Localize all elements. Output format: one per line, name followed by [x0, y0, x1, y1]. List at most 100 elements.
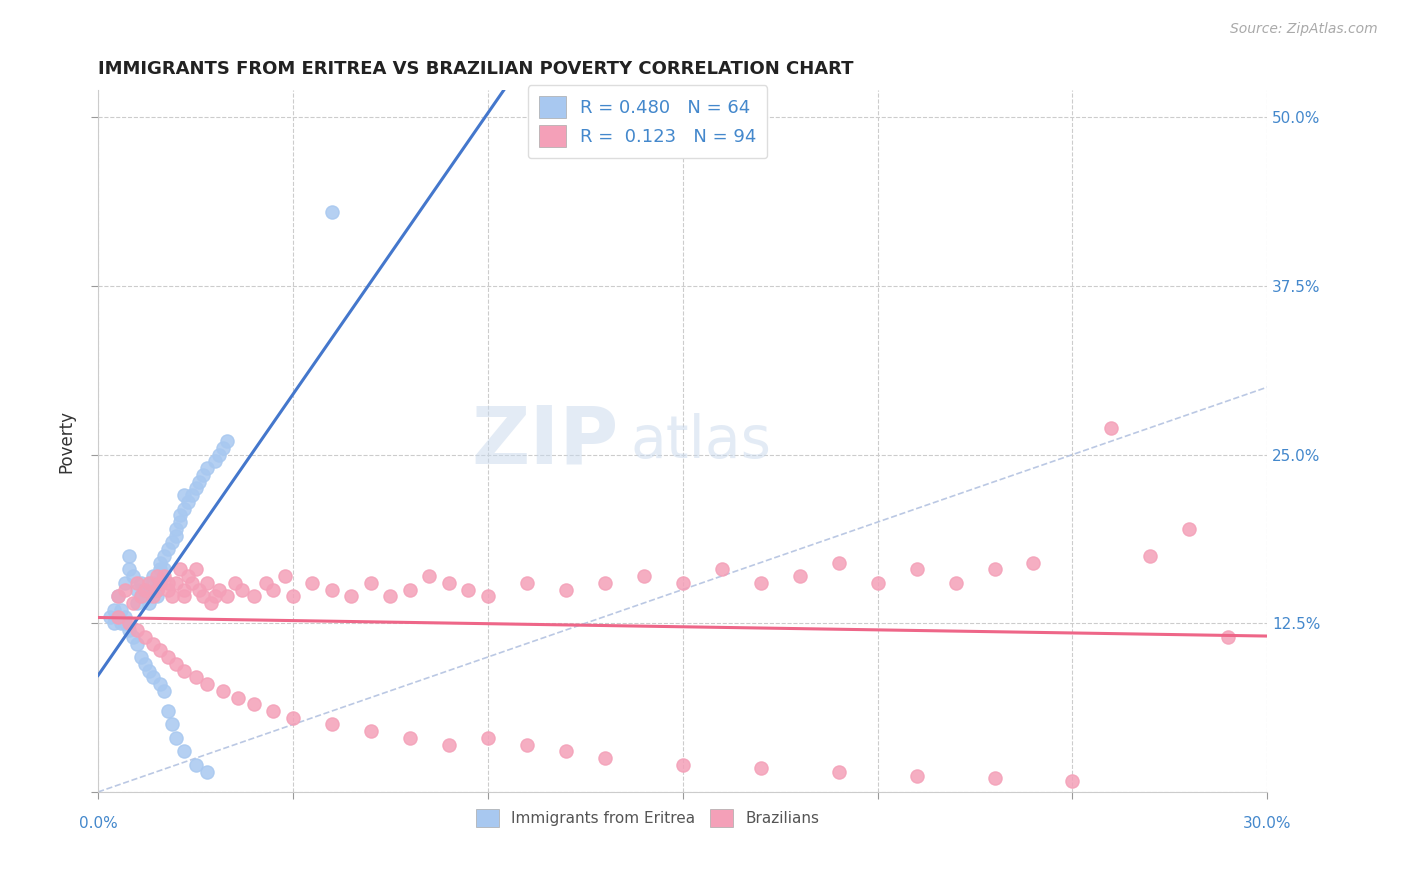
Point [173, 744, 195, 758]
Point [477, 589, 499, 603]
Point [360, 724, 382, 739]
Point [195, 677, 218, 691]
Point [114, 575, 136, 590]
Point [321, 204, 343, 219]
Point [134, 582, 156, 597]
Point [149, 643, 172, 657]
Point [165, 575, 187, 590]
Point [157, 704, 180, 718]
Point [418, 569, 440, 583]
Point [208, 448, 231, 462]
Point [243, 698, 266, 712]
Point [263, 582, 285, 597]
Point [165, 528, 187, 542]
Point [211, 441, 233, 455]
Point [160, 589, 183, 603]
Point [118, 616, 141, 631]
Point [672, 758, 695, 772]
Point [1218, 630, 1240, 644]
Point [340, 589, 363, 603]
Point [129, 575, 152, 590]
Point [118, 623, 141, 637]
Point [749, 761, 772, 775]
Point [1062, 774, 1084, 789]
Point [153, 549, 176, 563]
Point [477, 731, 499, 745]
Point [633, 569, 655, 583]
Point [231, 582, 253, 597]
Point [142, 670, 165, 684]
Point [1022, 556, 1045, 570]
Point [169, 515, 191, 529]
Point [142, 636, 165, 650]
Point [149, 575, 172, 590]
Point [457, 582, 479, 597]
Point [103, 603, 125, 617]
Point [110, 616, 132, 631]
Point [224, 575, 246, 590]
Point [281, 589, 304, 603]
Point [138, 575, 160, 590]
Point [149, 677, 172, 691]
Point [125, 575, 148, 590]
Text: 0.0%: 0.0% [79, 816, 118, 831]
Point [142, 569, 165, 583]
Point [672, 575, 695, 590]
Text: Source: ZipAtlas.com: Source: ZipAtlas.com [1230, 22, 1378, 37]
Point [983, 772, 1005, 786]
Point [905, 562, 928, 576]
Point [118, 562, 141, 576]
Point [593, 575, 616, 590]
Point [145, 589, 167, 603]
Point [160, 717, 183, 731]
Point [145, 582, 167, 597]
Point [122, 569, 145, 583]
Y-axis label: Poverty: Poverty [58, 409, 75, 473]
Point [254, 575, 277, 590]
Point [274, 569, 297, 583]
Point [301, 575, 323, 590]
Point [789, 569, 811, 583]
Point [107, 609, 129, 624]
Point [153, 569, 176, 583]
Point [211, 683, 233, 698]
Point [1178, 522, 1201, 536]
Point [228, 690, 250, 705]
Point [98, 609, 121, 624]
Point [125, 623, 148, 637]
Point [188, 475, 211, 489]
Point [380, 589, 402, 603]
Point [437, 738, 460, 752]
Point [134, 582, 156, 597]
Point [125, 582, 148, 597]
Point [122, 596, 145, 610]
Point [165, 657, 187, 671]
Point [122, 630, 145, 644]
Point [103, 616, 125, 631]
Point [204, 589, 226, 603]
Point [142, 575, 165, 590]
Point [157, 582, 180, 597]
Point [177, 495, 200, 509]
Point [173, 589, 195, 603]
Point [184, 562, 207, 576]
Point [149, 562, 172, 576]
Point [153, 562, 176, 576]
Point [145, 582, 167, 597]
Point [905, 769, 928, 783]
Point [554, 744, 576, 758]
Point [173, 664, 195, 678]
Point [204, 454, 226, 468]
Point [138, 596, 160, 610]
Text: atlas: atlas [630, 413, 770, 469]
Point [195, 461, 218, 475]
Point [177, 569, 200, 583]
Point [134, 630, 156, 644]
Point [107, 609, 129, 624]
Text: ZIP: ZIP [471, 402, 619, 480]
Point [437, 575, 460, 590]
Point [145, 569, 167, 583]
Point [134, 657, 156, 671]
Point [243, 589, 266, 603]
Point [208, 582, 231, 597]
